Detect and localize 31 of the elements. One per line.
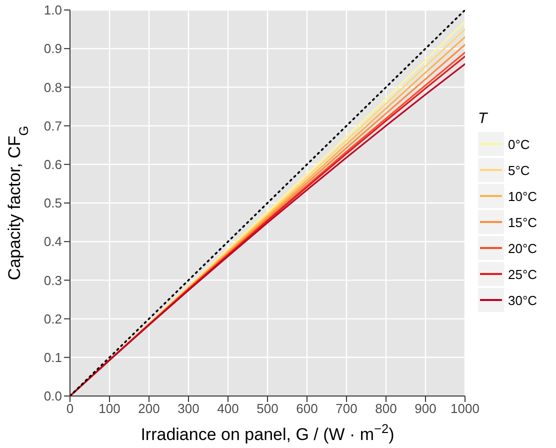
legend-label: 20°C — [508, 240, 538, 256]
y-tick-label: 0.8 — [44, 80, 62, 95]
y-tick-label: 1.0 — [44, 2, 62, 18]
y-tick-label: 0.6 — [44, 157, 62, 172]
x-tick-label: 200 — [138, 401, 160, 416]
x-tick-label: 1000 — [450, 401, 480, 416]
x-tick-label: 600 — [296, 401, 318, 416]
y-tick-label: 0.5 — [44, 196, 62, 211]
legend-label: 5°C — [508, 162, 530, 178]
legend-label: 15°C — [508, 214, 538, 230]
x-tick-label: 700 — [336, 401, 358, 416]
legend-label: 0°C — [508, 136, 530, 152]
x-tick-label: 0 — [66, 401, 74, 416]
x-tick-label: 300 — [178, 401, 200, 416]
y-tick-label: 0.2 — [44, 311, 62, 326]
legend-label: 30°C — [508, 292, 538, 308]
x-axis-title: Irradiance on panel, G / (W · m$^{−2}$) — [140, 420, 394, 444]
x-tick-label: 400 — [217, 401, 239, 416]
y-tick-label: 0.9 — [44, 41, 62, 56]
y-tick-label: 0.4 — [44, 234, 62, 250]
y-tick-label: 0.1 — [44, 350, 62, 366]
x-tick-label: 900 — [414, 401, 436, 416]
y-tick-label: 0.0 — [44, 388, 62, 404]
x-tick-label: 100 — [98, 401, 120, 416]
y-tick-label: 0.7 — [44, 118, 62, 134]
y-tick-label: 0.3 — [44, 272, 62, 288]
legend-label: 10°C — [508, 188, 538, 204]
legend-label: 25°C — [508, 266, 538, 282]
x-tick-label: 800 — [375, 401, 397, 416]
legend-title: T — [478, 110, 489, 127]
x-tick-label: 500 — [256, 401, 278, 416]
